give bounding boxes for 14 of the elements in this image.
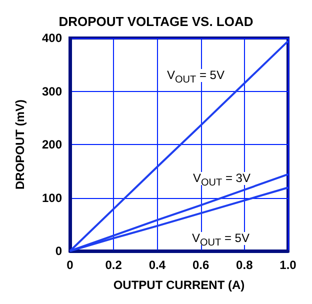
- x-tick-label: 0.8: [236, 258, 254, 272]
- y-tick-label: 0: [55, 244, 62, 258]
- y-tick-label: 400: [42, 31, 62, 45]
- x-axis-title: OUTPUT CURRENT (A): [113, 278, 245, 292]
- x-tick-label: 0.6: [192, 258, 210, 272]
- x-tick-label: 0: [66, 258, 74, 272]
- x-tick-label: 1.0: [280, 258, 297, 272]
- y-axis-title: DROPOUT (mV): [13, 99, 27, 190]
- y-tick-label: 300: [42, 84, 62, 98]
- y-tick-label: 200: [42, 138, 62, 152]
- x-tick-label: 0.2: [105, 258, 122, 272]
- chart-title: DROPOUT VOLTAGE VS. LOAD: [58, 14, 254, 29]
- x-tick-label: 0.4: [148, 258, 166, 272]
- y-tick-label: 100: [42, 190, 62, 205]
